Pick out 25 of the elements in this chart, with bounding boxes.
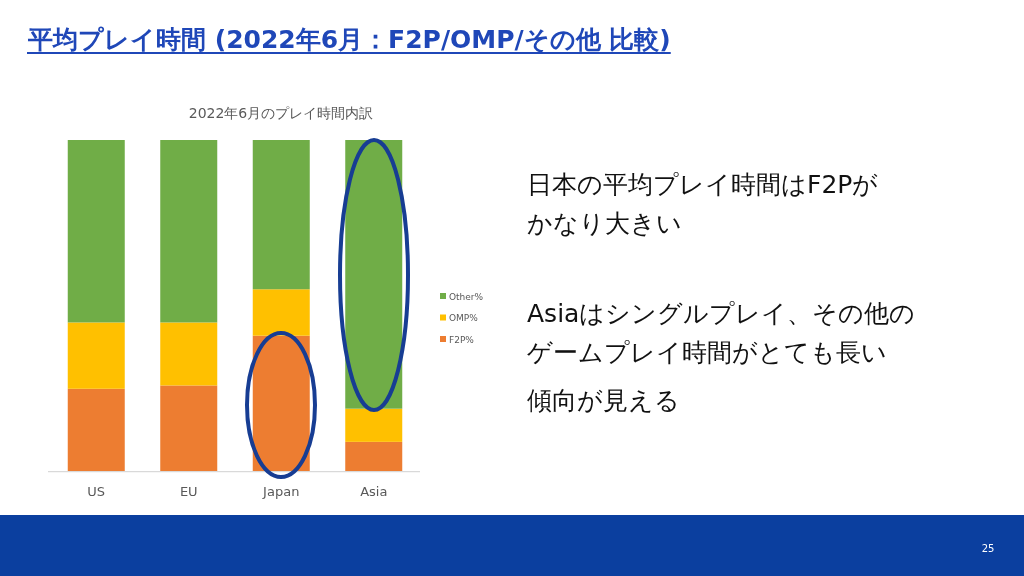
bar xyxy=(67,388,125,472)
bar xyxy=(252,289,310,336)
bar xyxy=(67,140,125,323)
text: かなり大きい xyxy=(527,209,682,238)
x-tick-label: Japan xyxy=(262,484,300,499)
bar xyxy=(160,140,218,323)
legend-label: OMP% xyxy=(449,313,479,323)
bar xyxy=(160,322,218,386)
bar xyxy=(252,140,310,290)
text: ゲームプレイ時間がとても長い xyxy=(527,338,887,367)
text: 25 xyxy=(981,543,995,554)
bar xyxy=(160,385,218,472)
bar xyxy=(345,408,403,442)
bar xyxy=(67,322,125,389)
chart-subtitle: 2022年6月のプレイ時間内訳 xyxy=(188,105,374,121)
legend-label: Other% xyxy=(449,291,484,302)
text: 日本の平均プレイ時間はF2Pが xyxy=(527,170,879,199)
text: 傾向が見える xyxy=(527,386,680,415)
x-tick-label: EU xyxy=(179,484,198,499)
bar xyxy=(345,441,403,472)
x-tick-label: US xyxy=(87,484,106,499)
text: Asiaはシングルプレイ、その他の xyxy=(527,299,916,328)
chart-title: 平均プレイ時間 (2022年6月：F2P/OMP/その他 比較) xyxy=(27,25,671,54)
x-tick-label: Asia xyxy=(360,484,388,499)
legend-label: F2P% xyxy=(449,334,475,345)
